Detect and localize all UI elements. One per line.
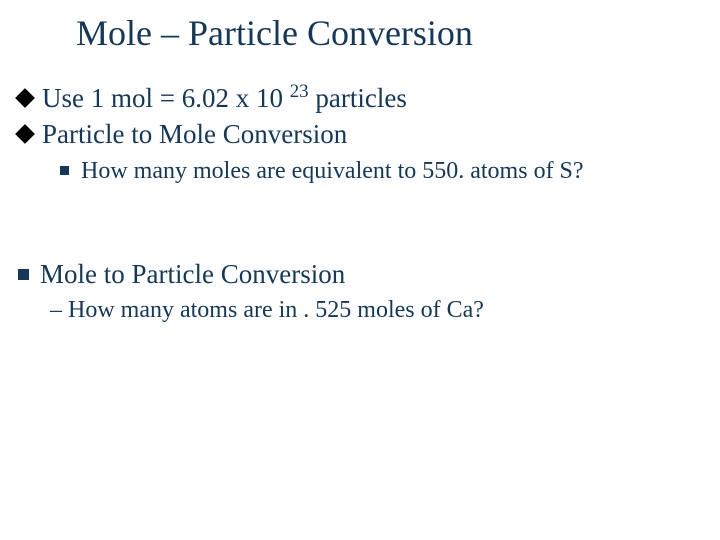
bullet-text: – How many atoms are in . 525 moles of C…	[50, 297, 484, 323]
square-bullet-icon	[18, 269, 29, 280]
bullet-level1: Use 1 mol = 6.02 x 10 23 particles	[18, 82, 702, 116]
bullet-level2: How many moles are equivalent to 550. at…	[60, 156, 702, 186]
bullet-level1: Particle to Mole Conversion	[18, 118, 702, 152]
bullet-level1: Mole to Particle Conversion	[18, 258, 702, 292]
slide: Mole – Particle Conversion Use 1 mol = 6…	[0, 0, 720, 540]
square-bullet-icon	[60, 166, 69, 175]
text-part: particles	[309, 83, 407, 113]
bullet-text: Mole to Particle Conversion	[40, 258, 702, 292]
bullet-text: Use 1 mol = 6.02 x 10 23 particles	[42, 82, 702, 116]
bullet-level2: – How many atoms are in . 525 moles of C…	[50, 295, 702, 325]
superscript: 23	[290, 81, 309, 102]
bullet-text: How many moles are equivalent to 550. at…	[81, 156, 702, 186]
text-part: Use 1 mol = 6.02 x 10	[42, 83, 290, 113]
diamond-bullet-icon	[15, 124, 35, 144]
diamond-bullet-icon	[15, 88, 35, 108]
bullet-text: Particle to Mole Conversion	[42, 118, 702, 152]
slide-title: Mole – Particle Conversion	[76, 12, 702, 54]
